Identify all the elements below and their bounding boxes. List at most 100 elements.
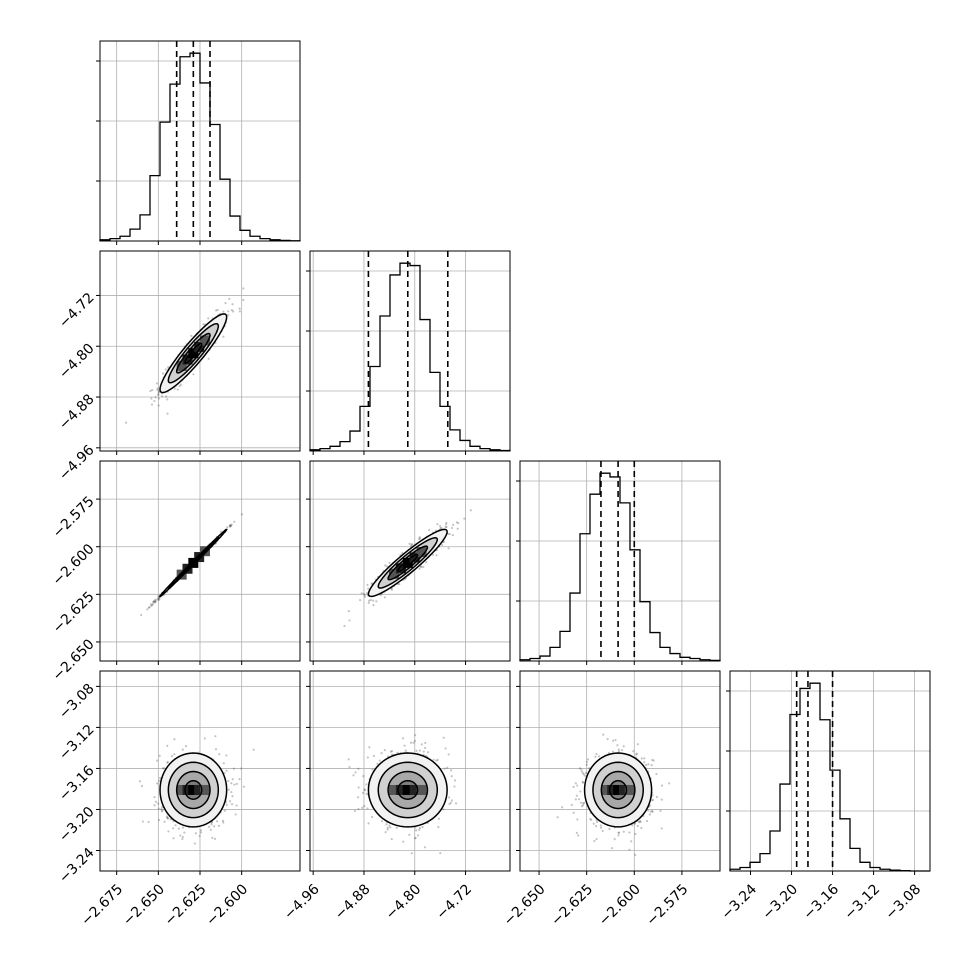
scatter-point [242,298,245,302]
contour-line [175,332,211,374]
scatter-point [650,763,653,767]
density-cell [200,784,210,795]
scatter-point [420,565,423,568]
scatter-point [575,831,578,834]
scatter-point [622,830,625,833]
scatter-point [577,798,581,801]
scatter-point [235,782,238,786]
scatter-point [172,837,175,840]
scatter-point [380,820,384,823]
scatter-point [593,839,596,843]
pair-panel-content [100,671,300,871]
scatter-point [646,809,650,812]
scatter-point [639,820,642,824]
scatter-point [444,525,447,529]
scatter-point [643,761,646,764]
scatter-point [153,399,156,403]
scatter-point [380,752,383,755]
histogram-series [729,682,930,872]
scatter-point [228,297,231,300]
x-tick-label: −2.650 [501,881,549,929]
y-tick-label: −2.625 [50,589,98,637]
scatter-point [151,602,154,606]
scatter-point [153,796,156,799]
scatter-point [422,565,425,569]
scatter-point [152,600,156,603]
scatter-point [579,790,582,793]
scatter-point [233,783,236,786]
scatter-point [363,593,366,597]
density-cell [402,557,413,568]
y-tick-label: −2.650 [50,636,98,684]
scatter-point [649,810,652,813]
scatter-point [154,396,157,399]
scatter-point [369,598,372,602]
scatter-point [431,553,434,556]
scatter-point [157,597,160,601]
scatter-point [388,561,391,564]
scatter-point [651,809,654,813]
scatter-point [343,624,346,628]
scatter-point [158,754,161,757]
scatter-point [640,757,643,760]
contour-line [387,545,429,581]
scatter-point [198,834,201,838]
scatter-point [192,373,195,376]
scatter-point [385,565,389,568]
scatter-point [570,803,573,807]
scatter-point [231,303,234,306]
scatter-point [228,525,232,528]
scatter-point [359,598,362,602]
scatter-point [372,754,376,758]
scatter-point [353,809,357,812]
scatter-point [602,733,605,736]
scatter-point [178,384,181,388]
scatter-point [635,752,639,755]
scatter-point [240,513,244,516]
scatter-point [352,774,355,777]
scatter-point [362,775,365,778]
scatter-point [242,785,245,788]
density-cell [395,784,406,795]
scatter-point [651,758,654,762]
scatter-point [215,309,218,312]
scatter-point [234,813,237,816]
scatter-point [404,749,407,752]
scatter-point [595,837,598,841]
scatter-point [412,741,415,744]
scatter-point [366,756,369,759]
scatter-point [616,744,619,747]
scatter-point [166,398,169,401]
scatter-point [435,554,438,557]
scatter-point [587,758,590,761]
scatter-point [238,310,242,313]
pair-frame [519,670,721,872]
scatter-point [455,521,459,524]
scatter-point [634,832,637,836]
scatter-point [659,809,662,812]
pair-panel-2-1 [306,460,511,665]
contour-line [175,770,211,810]
scatter-point [376,762,379,765]
scatter-point [442,736,445,739]
scatter-point [199,829,203,832]
scatter-point [156,388,159,392]
scatter-point [202,323,205,326]
scatter-point [357,767,360,770]
scatter-point [576,784,579,787]
scatter-point [207,357,210,360]
pair-panel-1-0 [96,250,301,455]
density-cell [618,784,629,795]
density-cell [194,784,205,795]
scatter-point [444,747,447,750]
density-cell [409,784,420,795]
y-tick-label: −4.88 [56,391,98,433]
scatter-point [415,749,418,752]
scatter-point [636,743,639,746]
y-tick-label: −4.96 [56,442,98,484]
scatter-point [124,421,128,424]
scatter-point [149,603,152,606]
scatter-point [449,769,453,772]
scatter-point [440,543,444,546]
scatter-point [432,758,435,761]
